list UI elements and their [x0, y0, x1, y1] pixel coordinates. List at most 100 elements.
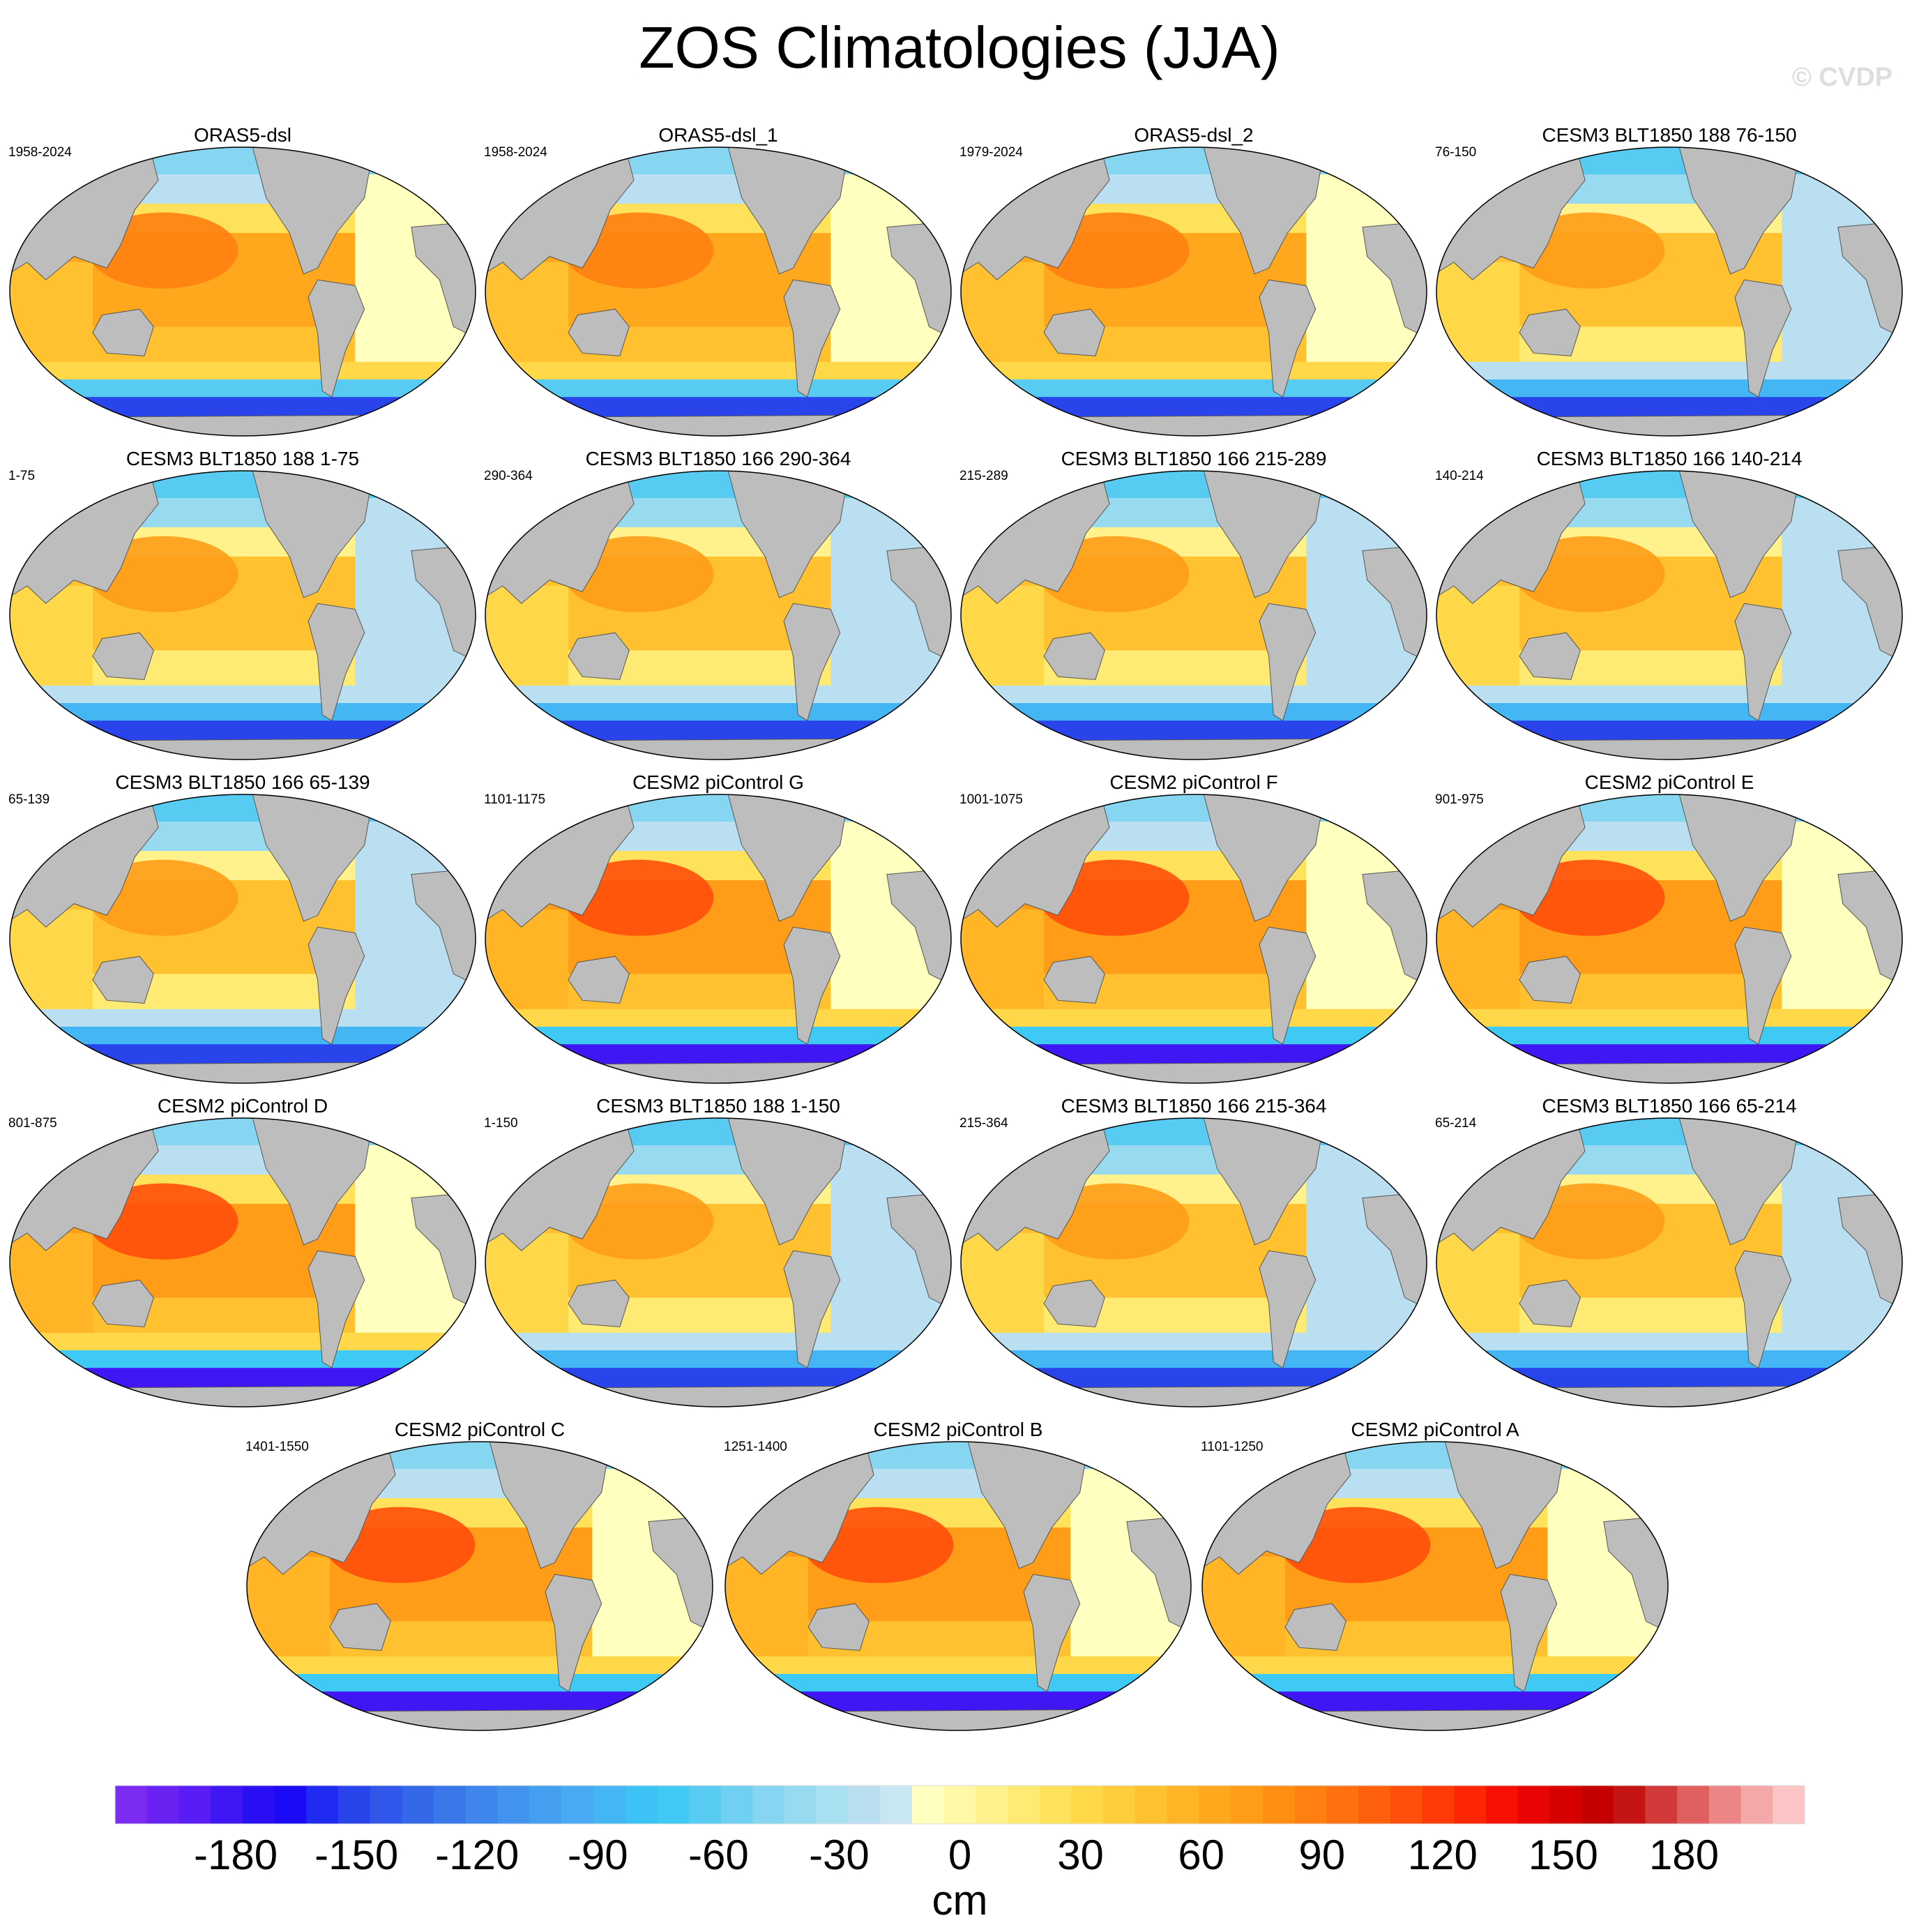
antarctica-land	[10, 1384, 476, 1407]
robinson-map	[960, 470, 1427, 760]
sea-level-band	[1436, 703, 1902, 722]
colorbar-swatch	[1740, 1786, 1773, 1824]
africa-land	[886, 1191, 951, 1311]
robinson-map	[960, 146, 1427, 437]
colorbar-swatch	[848, 1786, 881, 1824]
antarctica-land	[485, 414, 951, 436]
colorbar-swatch	[1167, 1786, 1199, 1824]
sea-level-band	[961, 361, 1427, 380]
sea-level-band	[485, 147, 951, 175]
map-panel: CESM3 BLT1850 188 1-150 1-150	[484, 1095, 953, 1409]
indian-ocean-sea-level	[1436, 1233, 1519, 1333]
sea-level-band	[1436, 1118, 1902, 1146]
map-panel: CESM3 BLT1850 188 1-75 1-75	[8, 448, 477, 762]
sea-level-band	[961, 471, 1427, 499]
indian-ocean-sea-level	[10, 262, 93, 362]
sea-level-band	[10, 703, 476, 722]
colorbar-tick-label: 30	[1057, 1832, 1104, 1878]
africa-land	[1837, 220, 1902, 340]
indian-ocean-sea-level	[10, 1233, 93, 1333]
sea-level-band	[725, 1656, 1191, 1675]
panel-title: CESM3 BLT1850 188 76-150	[1542, 124, 1797, 146]
panel-title: CESM2 piControl C	[394, 1419, 566, 1440]
antarctica-land	[961, 414, 1427, 436]
south-america-land	[1259, 279, 1317, 398]
colorbar-tick-label: 120	[1408, 1832, 1478, 1878]
australia-land	[1043, 308, 1105, 356]
map-panel: CESM3 BLT1850 166 140-214 140-214	[1435, 448, 1904, 762]
robinson-map	[485, 470, 952, 760]
panel-title: CESM2 piControl A	[1351, 1419, 1519, 1440]
robinson-map	[9, 470, 476, 760]
colorbar-swatch	[625, 1786, 658, 1824]
colorbar-swatch	[1517, 1786, 1550, 1824]
panel-title: CESM3 BLT1850 166 215-364	[1061, 1095, 1327, 1117]
africa-land	[1362, 544, 1427, 663]
south-america-land	[1259, 603, 1317, 721]
map-panel: CESM3 BLT1850 166 290-364 290-364	[484, 448, 953, 762]
map-panel: CESM3 BLT1850 166 65-214 65-214	[1435, 1095, 1904, 1409]
africa-land	[886, 544, 951, 663]
sea-level-band	[10, 147, 476, 175]
sea-level-band	[961, 1118, 1427, 1146]
panel-title: CESM2 piControl D	[157, 1095, 328, 1117]
sea-level-band	[485, 1350, 951, 1369]
colorbar-swatch	[1613, 1786, 1646, 1824]
map-panel: ORAS5-dsl_2 1979-2024	[960, 124, 1428, 438]
colorbar-swatch	[338, 1786, 371, 1824]
colorbar-swatch	[370, 1786, 402, 1824]
africa-land	[1837, 544, 1902, 663]
panel-years: 1001-1075	[960, 792, 1023, 807]
panel-years: 1251-1400	[724, 1440, 787, 1454]
sea-level-band	[1436, 1027, 1902, 1046]
sea-level-band	[10, 1009, 476, 1027]
panel-years: 1958-2024	[8, 145, 72, 160]
colorbar-swatch	[1485, 1786, 1519, 1824]
map-border	[9, 794, 476, 1084]
sea-level-band	[247, 1656, 713, 1675]
colorbar-swatch	[1358, 1786, 1391, 1824]
antarctica-land	[961, 1061, 1427, 1083]
colorbar-swatch	[306, 1786, 339, 1824]
sea-level-band	[1436, 1332, 1902, 1351]
antarctica-land	[961, 1384, 1427, 1407]
australia-land	[1284, 1603, 1347, 1651]
sea-level-band	[961, 1332, 1427, 1351]
colorbar-swatch	[911, 1786, 945, 1824]
panel-years: 901-975	[1435, 792, 1484, 807]
panel-title: CESM2 piControl G	[632, 771, 804, 793]
sea-level-band	[1436, 147, 1902, 175]
sea-level-band	[1436, 361, 1902, 380]
map-border	[9, 470, 476, 760]
colorbar-swatch	[1262, 1786, 1296, 1824]
colorbar-swatch	[1773, 1786, 1805, 1824]
sea-level-band	[1436, 685, 1902, 704]
south-america-land	[308, 279, 365, 398]
africa-land	[1603, 1515, 1668, 1634]
colorbar-frame	[114, 1785, 1805, 1825]
south-america-land	[308, 1250, 365, 1368]
sea-level-band	[961, 379, 1427, 398]
panel-years: 1101-1250	[1201, 1440, 1264, 1454]
africa-land	[411, 220, 476, 340]
colorbar-tick-label: 180	[1649, 1832, 1719, 1878]
australia-land	[1519, 632, 1581, 680]
panel-years: 65-139	[8, 792, 50, 807]
africa-land	[411, 868, 476, 987]
colorbar-unit: cm	[932, 1877, 988, 1924]
map-panel: CESM2 piControl A 1101-1250	[1201, 1419, 1669, 1733]
sea-level-band	[485, 379, 951, 398]
colorbar-swatch	[1390, 1786, 1423, 1824]
sea-level-band	[485, 794, 951, 822]
africa-land	[1362, 220, 1427, 340]
antarctica-land	[961, 737, 1427, 760]
colorbar-swatch	[1231, 1786, 1264, 1824]
panel-title: CESM3 BLT1850 166 215-289	[1061, 448, 1327, 469]
south-america-land	[1500, 1573, 1558, 1692]
colorbar-swatch	[976, 1786, 1008, 1824]
africa-land	[1126, 1515, 1191, 1634]
colorbar-swatch	[1708, 1786, 1742, 1824]
panel-title: ORAS5-dsl_2	[1134, 124, 1254, 146]
africa-land	[411, 1191, 476, 1311]
indian-ocean-sea-level	[10, 910, 93, 1009]
